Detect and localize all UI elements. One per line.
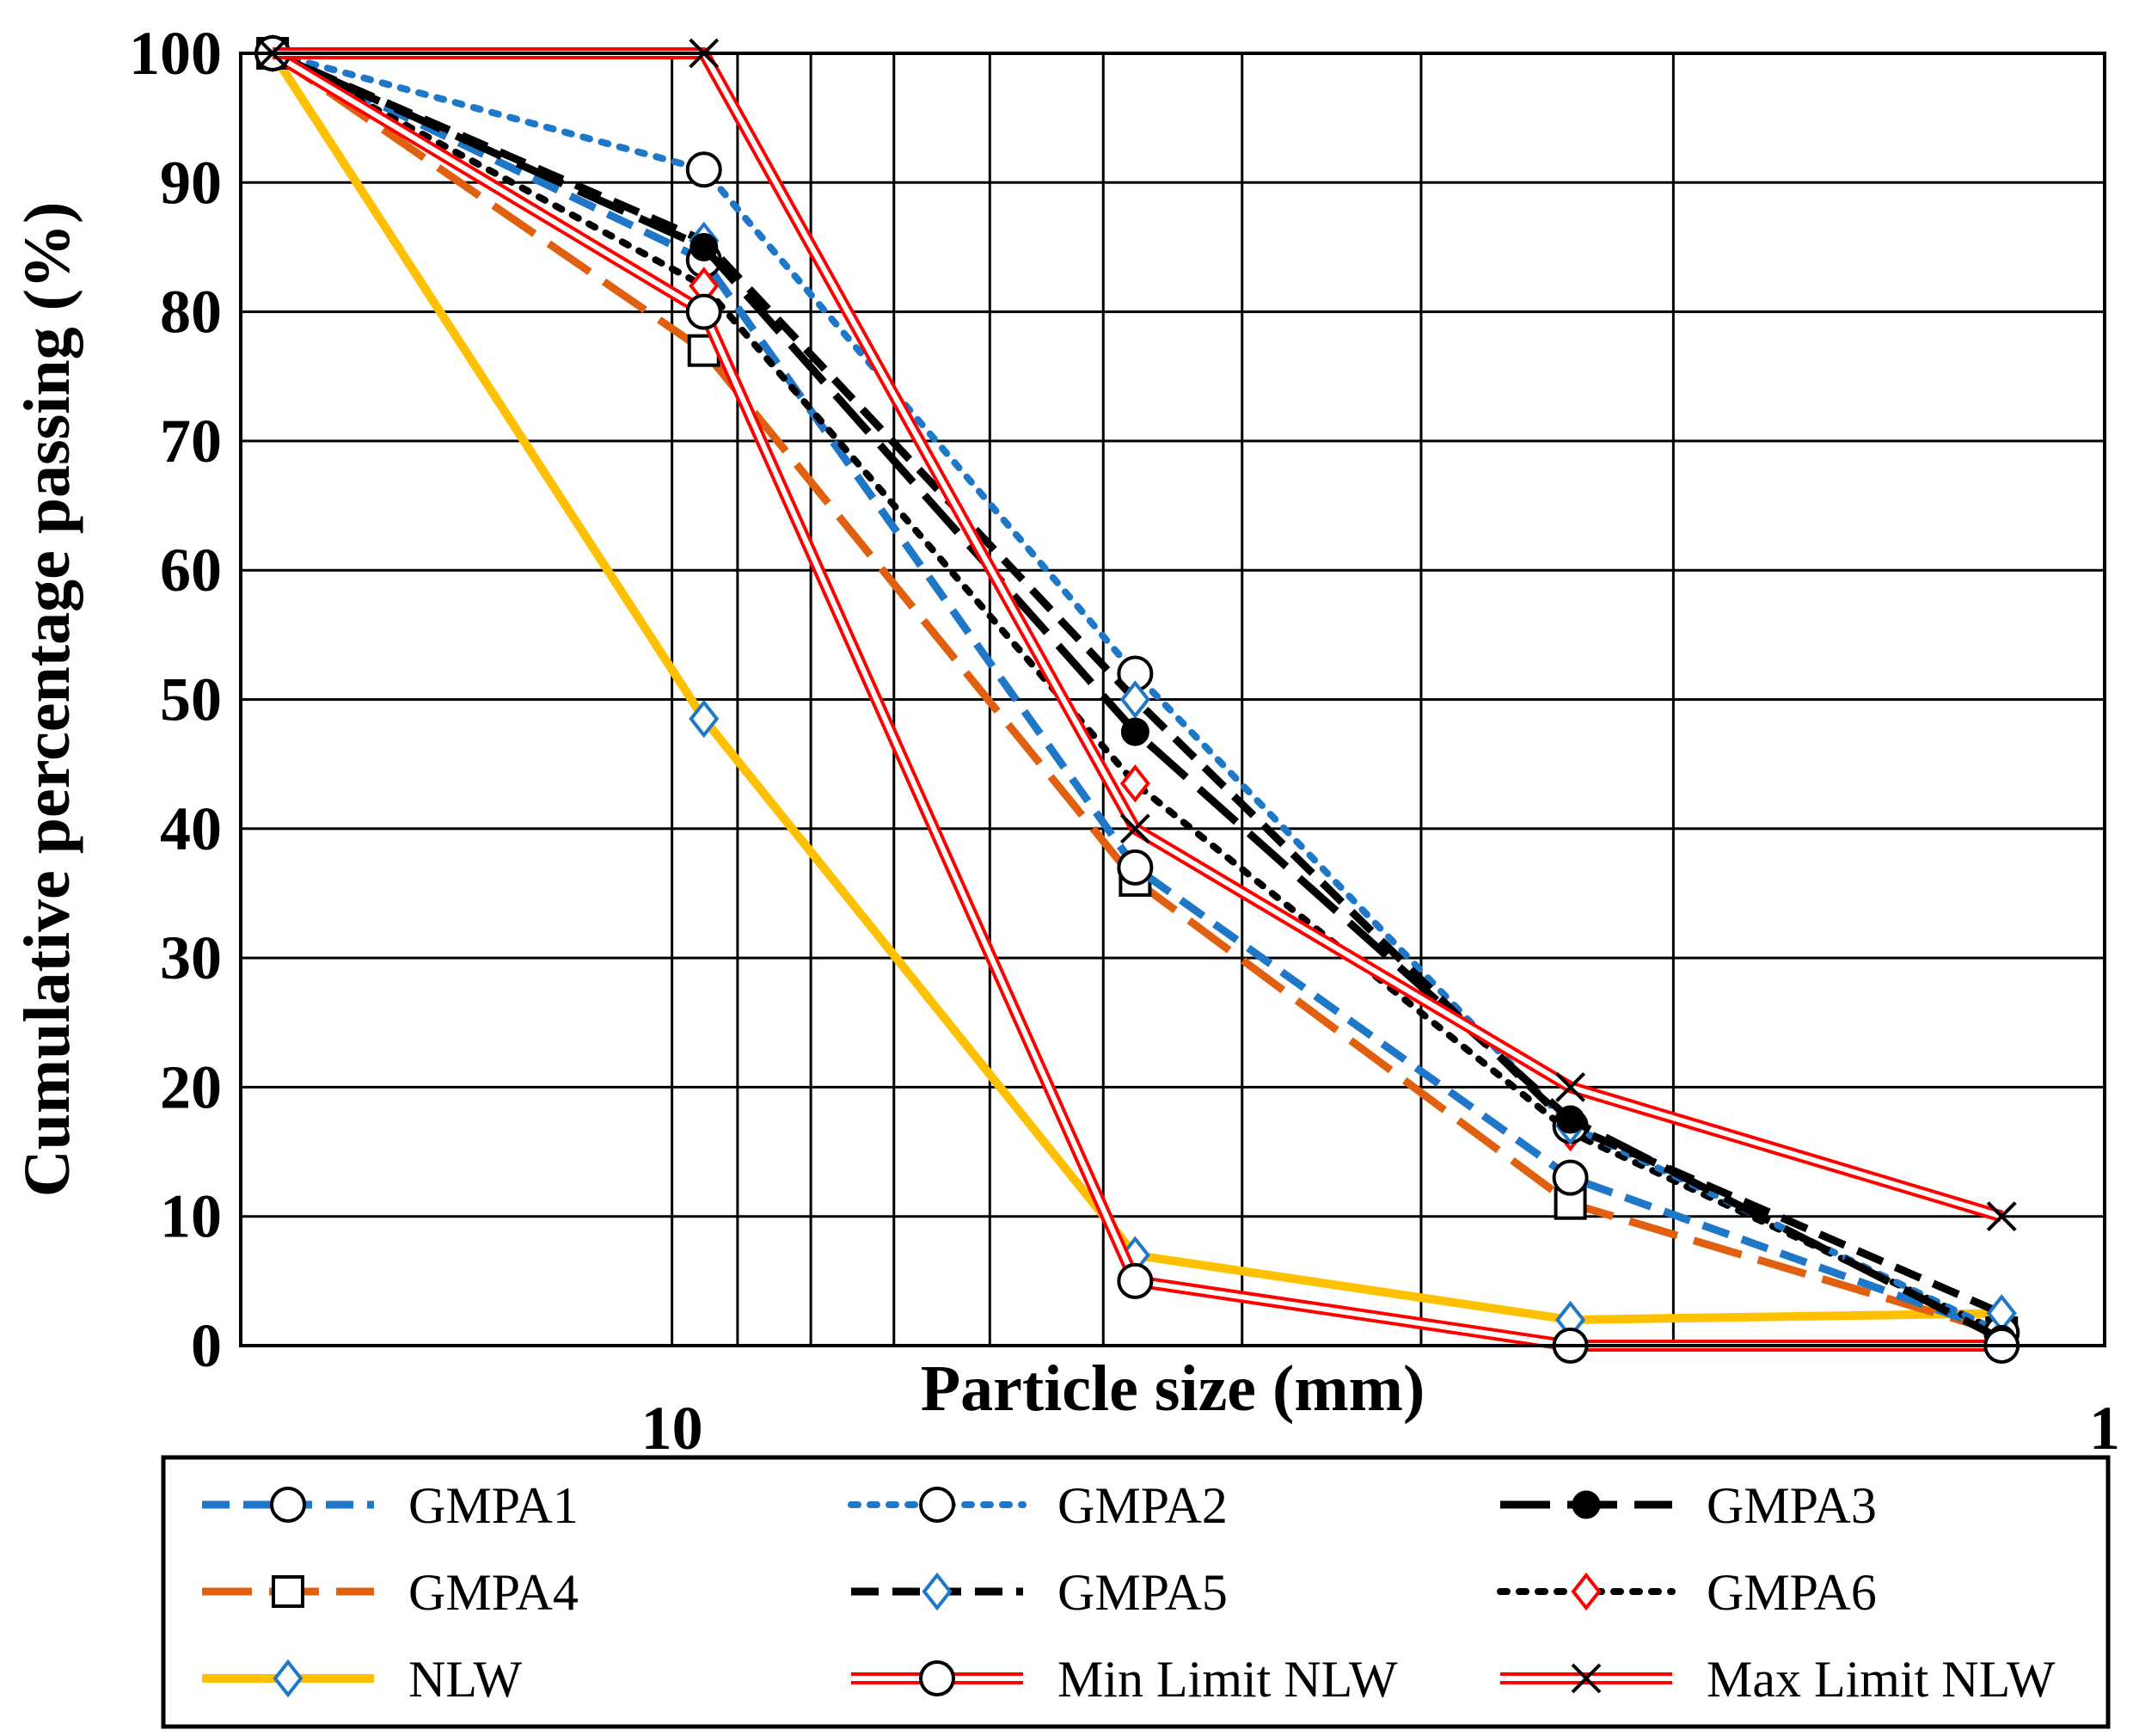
legend-label: GMPA5 bbox=[1057, 1564, 1228, 1621]
y-tick-label: 100 bbox=[129, 19, 222, 88]
x-axis-title: Particle size (mm) bbox=[921, 1353, 1425, 1425]
legend-label: GMPA1 bbox=[408, 1477, 579, 1534]
y-tick-label: 60 bbox=[160, 536, 222, 604]
y-tick-label: 70 bbox=[160, 407, 222, 475]
legend-item-gmpa4: GMPA4 bbox=[202, 1564, 579, 1621]
legend-marker-gmpa1 bbox=[270, 1487, 306, 1523]
y-tick-label: 30 bbox=[160, 923, 222, 992]
legend-label: GMPA2 bbox=[1057, 1477, 1228, 1534]
legend-entries: GMPA1 GMPA2 GMPA3 GMPA4 GMPA5 GMPA6 NLW Min Lim… bbox=[202, 1477, 2056, 1708]
legend-marker-gmpa3 bbox=[1572, 1490, 1601, 1519]
y-tick-label: 40 bbox=[160, 794, 222, 863]
legend-item-gmpa1: GMPA1 bbox=[202, 1477, 579, 1534]
x-tick-label: 1 bbox=[2089, 1394, 2120, 1463]
data-point-nlw bbox=[689, 699, 720, 739]
legend-label: NLW bbox=[408, 1651, 523, 1708]
legend bbox=[161, 1455, 2111, 1729]
legend-item-gmpa2: GMPA2 bbox=[848, 1477, 1228, 1534]
legend-item-gmpa5: GMPA5 bbox=[851, 1564, 1228, 1621]
data-point-min-limit-nlw bbox=[685, 293, 722, 330]
legend-marker-nlw bbox=[273, 1659, 303, 1698]
data-point-max-limit-nlw bbox=[1555, 1071, 1586, 1102]
y-tick-label: 80 bbox=[160, 278, 222, 347]
data-point-gmpa3 bbox=[690, 232, 719, 261]
legend-marker-min-limit-nlw bbox=[919, 1660, 955, 1696]
legend-label: GMPA3 bbox=[1707, 1477, 1877, 1534]
data-point-min-limit-nlw bbox=[1117, 1262, 1154, 1299]
legend-marker-gmpa5 bbox=[922, 1572, 953, 1611]
data-point-gmpa1 bbox=[1552, 1159, 1589, 1196]
legend-label: GMPA4 bbox=[408, 1564, 579, 1621]
legend-label: GMPA6 bbox=[1707, 1564, 1877, 1621]
data-point-gmpa3 bbox=[1556, 1105, 1585, 1134]
data-point-max-limit-nlw bbox=[1986, 1201, 2017, 1232]
y-tick-label: 0 bbox=[191, 1311, 222, 1380]
legend-marker-max-limit-nlw bbox=[1571, 1663, 1602, 1694]
series-line-gmpa2 bbox=[269, 50, 2006, 1336]
plot-border bbox=[239, 52, 2106, 1347]
legend-item-max-limit-nlw: Max Limit NLW bbox=[1500, 1651, 2056, 1708]
tick-labels: 0 10 20 30 40 50 60 70 80 90 100 10 1 bbox=[129, 19, 2120, 1463]
x-tick-label: 10 bbox=[641, 1394, 703, 1463]
legend-item-min-limit-nlw: Min Limit NLW bbox=[851, 1651, 1398, 1708]
data-point-gmpa3 bbox=[1120, 717, 1149, 746]
series-line-gmpa4 bbox=[270, 50, 2003, 1337]
legend-label: Min Limit NLW bbox=[1057, 1651, 1398, 1708]
y-tick-label: 90 bbox=[160, 148, 222, 217]
legend-item-gmpa6: GMPA6 bbox=[1497, 1564, 1877, 1621]
data-point-gmpa2 bbox=[685, 151, 722, 188]
series-line-gmpa6 bbox=[269, 50, 2006, 1336]
y-tick-label: 10 bbox=[160, 1182, 222, 1251]
y-axis-title: Cumulative percentage passing (%) bbox=[11, 202, 83, 1198]
legend-item-gmpa3: GMPA3 bbox=[1500, 1477, 1877, 1534]
legend-marker-gmpa4 bbox=[272, 1575, 304, 1608]
legend-item-nlw: NLW bbox=[202, 1651, 523, 1708]
legend-marker-gmpa6 bbox=[1571, 1572, 1602, 1611]
y-tick-label: 50 bbox=[160, 666, 222, 734]
legend-label: Max Limit NLW bbox=[1707, 1651, 2056, 1708]
data-point-gmpa5 bbox=[1119, 680, 1150, 719]
data-point-gmpa1 bbox=[1117, 849, 1154, 886]
y-tick-label: 20 bbox=[160, 1052, 222, 1121]
data-point-max-limit-nlw bbox=[1119, 813, 1150, 844]
legend-marker-gmpa2 bbox=[919, 1487, 955, 1523]
data-point-gmpa6 bbox=[1119, 764, 1150, 803]
